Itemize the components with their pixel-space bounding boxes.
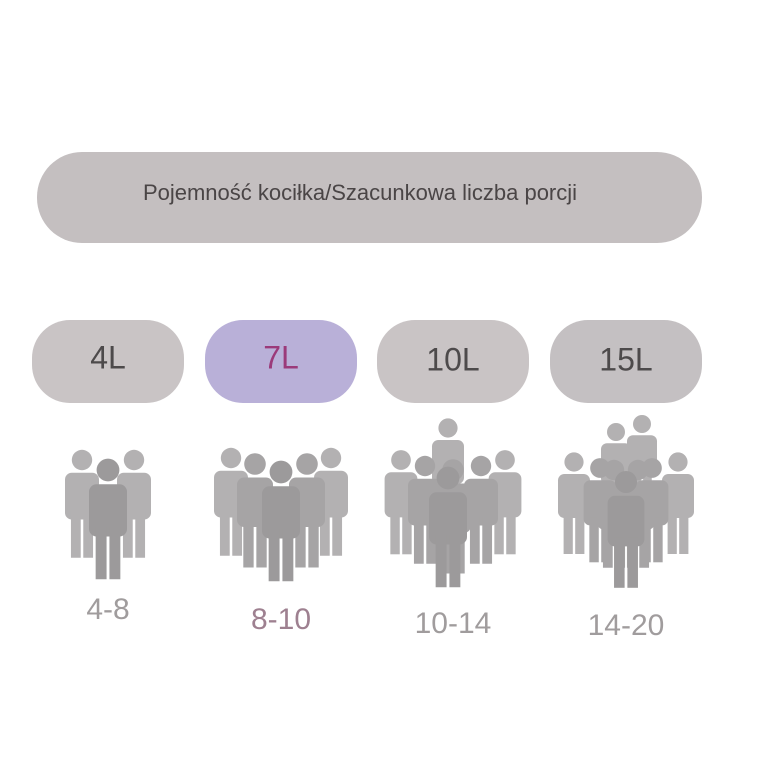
- person-part: [575, 510, 585, 554]
- person-part: [296, 453, 318, 475]
- person-part: [319, 509, 330, 556]
- person-part: [295, 518, 306, 568]
- person-part: [123, 449, 145, 471]
- person-part: [320, 447, 342, 469]
- person-part: [413, 517, 424, 564]
- person-part: [83, 511, 94, 558]
- person-part: [602, 521, 613, 568]
- person-part: [679, 510, 689, 554]
- person-part: [269, 460, 293, 484]
- person-part: [633, 415, 651, 433]
- person-part: [95, 527, 107, 580]
- capacity-pill: [32, 320, 184, 403]
- person-part: [232, 509, 243, 556]
- person-part: [96, 458, 120, 482]
- person-part: [244, 453, 266, 475]
- person-part: [402, 509, 412, 555]
- person-part: [482, 517, 493, 564]
- person-part: [506, 509, 516, 555]
- person-part: [70, 511, 81, 558]
- capacity: 10L: [426, 341, 479, 377]
- person-part: [135, 511, 146, 558]
- option: 15L 14-20: [550, 320, 702, 642]
- person-part: [563, 510, 573, 554]
- person-part: [429, 492, 467, 545]
- header-pill: [37, 152, 702, 243]
- person-part: [122, 511, 133, 558]
- capacity: 4L: [90, 339, 126, 375]
- servings: 8-10: [251, 603, 311, 636]
- person-part: [607, 423, 625, 441]
- person-part: [109, 527, 121, 580]
- person-part: [435, 535, 447, 588]
- capacity-pill: [550, 320, 702, 403]
- person-part: [332, 509, 343, 556]
- person-part: [627, 537, 638, 588]
- capacity: 15L: [599, 341, 652, 377]
- servings: 4-8: [86, 593, 129, 626]
- person-part: [662, 474, 694, 518]
- person-part: [391, 450, 411, 470]
- person-part: [219, 509, 230, 556]
- person-part: [494, 509, 504, 555]
- person-part: [449, 535, 461, 588]
- person-part: [256, 518, 267, 568]
- person-part: [262, 486, 300, 539]
- person-part: [390, 509, 400, 555]
- person-part: [614, 470, 638, 494]
- person-part: [667, 510, 677, 554]
- person-part: [268, 529, 280, 582]
- person-part: [589, 517, 599, 563]
- option: 4L 4-8: [32, 320, 184, 626]
- person-part: [558, 474, 590, 518]
- person-part: [564, 452, 584, 472]
- person-part: [89, 484, 127, 537]
- person-part: [464, 478, 498, 526]
- person-part: [469, 517, 480, 564]
- person-part: [653, 517, 663, 563]
- header-title: Pojemność kociłka/Szacunkowa liczba porc…: [143, 180, 577, 205]
- person-part: [243, 518, 254, 568]
- person-part: [668, 452, 688, 472]
- person-part: [614, 537, 625, 588]
- person-part: [470, 455, 492, 477]
- capacity-pill: [205, 320, 357, 403]
- people-icons: [65, 415, 694, 588]
- capacity: 7L: [263, 339, 299, 375]
- option: 7L 8-10: [205, 320, 357, 636]
- person-part: [438, 418, 458, 438]
- person-part: [495, 450, 515, 470]
- person-part: [308, 518, 319, 568]
- person-part: [220, 447, 242, 469]
- person-part: [607, 495, 645, 547]
- person-part: [282, 529, 294, 582]
- servings: 10-14: [415, 607, 492, 640]
- option: 10L 10-14: [377, 320, 529, 640]
- person-part: [414, 455, 436, 477]
- person-part: [71, 449, 93, 471]
- person-part: [639, 521, 650, 568]
- capacity-pill: [377, 320, 529, 403]
- options: 4L 4-8 7L 8-10 10L 10-14 15L 14-20: [32, 320, 702, 642]
- servings: 14-20: [588, 609, 665, 642]
- person-part: [436, 466, 460, 490]
